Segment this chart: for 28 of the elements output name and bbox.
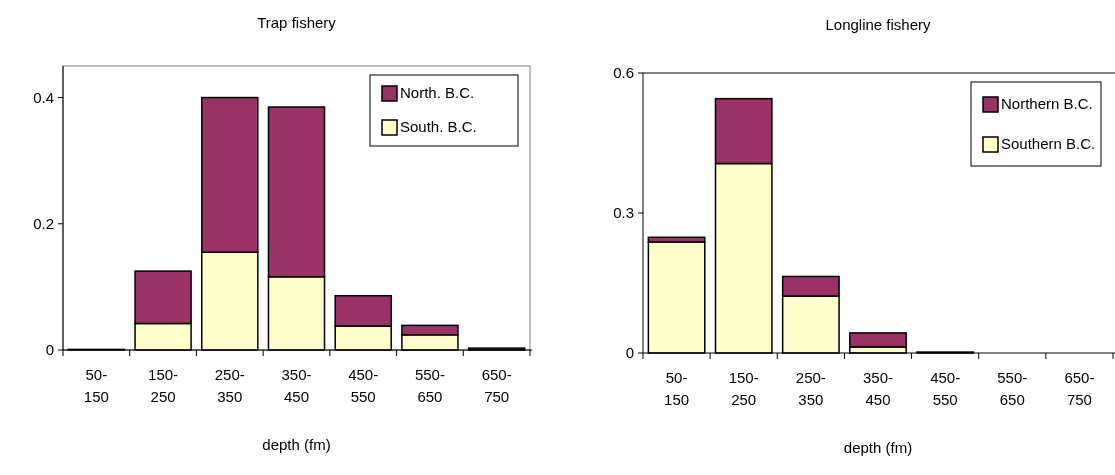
legend-label: Southern B.C.: [1001, 135, 1096, 153]
x-axis-title: depth (fm): [262, 436, 331, 453]
x-tick-label: 550-650: [997, 369, 1028, 408]
x-tick-label: 450-550: [930, 369, 961, 408]
x-axis-title: depth (fm): [843, 439, 913, 456]
x-tick-label: 150-250: [148, 366, 179, 405]
y-tick-label: 0: [45, 341, 54, 359]
x-tick-label: 450-550: [348, 366, 379, 405]
x-tick-label: 50-150: [664, 369, 690, 408]
legend-label: Northern B.C.: [1001, 95, 1093, 113]
y-tick-label: 0.6: [613, 64, 634, 82]
y-tick-label: 0.3: [613, 204, 634, 222]
y-tick-label: 0.2: [33, 215, 54, 233]
x-tick-label: 350-450: [281, 366, 312, 405]
chart-title: Longline fishery: [825, 16, 932, 33]
y-tick-label: 0: [625, 344, 634, 362]
x-tick-label: 650-750: [1064, 369, 1095, 408]
x-tick-label: 150-250: [728, 369, 759, 408]
legend-label: South. B.C.: [400, 118, 477, 136]
y-tick-label: 0.4: [33, 88, 54, 106]
x-tick-label: 650-750: [481, 366, 512, 405]
x-tick-label: 550-650: [414, 366, 445, 405]
chart-title: Trap fishery: [257, 14, 337, 31]
legend-label: North. B.C.: [400, 84, 475, 102]
x-tick-label: 50-150: [83, 366, 109, 405]
x-tick-label: 250-350: [214, 366, 245, 405]
x-tick-label: 250-350: [795, 369, 826, 408]
x-tick-label: 350-450: [862, 369, 894, 408]
